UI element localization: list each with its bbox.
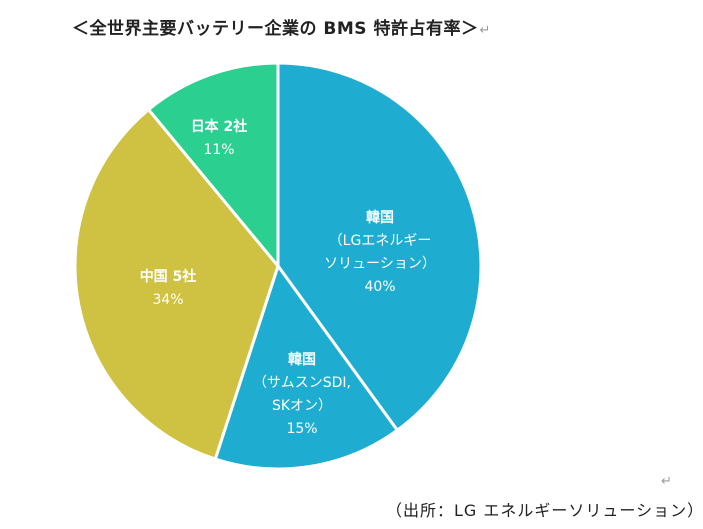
slice-detail-label: （LGエネルギー bbox=[329, 233, 432, 249]
slice-value-label: 34% bbox=[152, 292, 183, 308]
source-text: （出所：LG エネルギーソリューション） bbox=[386, 501, 703, 520]
chart-title: ＜全世界主要バッテリー企業の BMS 特許占有率＞↵ bbox=[72, 14, 491, 39]
slice-name-label: 日本 2社 bbox=[191, 118, 248, 135]
paragraph-mark: ↵ bbox=[479, 23, 491, 38]
slice-detail-label: （サムスンSDI, bbox=[253, 375, 351, 391]
slice-name-label: 韓国 bbox=[366, 209, 394, 226]
slice-value-label: 11% bbox=[203, 142, 234, 158]
slice-name-label: 中国 5社 bbox=[140, 268, 197, 285]
chart-title-text: ＜全世界主要バッテリー企業の BMS 特許占有率＞ bbox=[72, 19, 479, 39]
slice-value-label: 40% bbox=[364, 279, 395, 295]
pie-slices bbox=[73, 61, 483, 471]
source-note: （出所：LG エネルギーソリューション）↵ bbox=[386, 497, 703, 521]
pie-slice bbox=[147, 61, 280, 268]
pie-slice bbox=[276, 61, 483, 432]
slice-detail-label: SKオン） bbox=[272, 398, 332, 414]
slice-detail-label: ソリューション） bbox=[324, 256, 436, 272]
slice-name-label: 韓国 bbox=[288, 351, 316, 368]
slice-value-label: 15% bbox=[286, 421, 317, 437]
pie-slice bbox=[213, 264, 399, 471]
paragraph-mark: ↵ bbox=[661, 474, 672, 489]
pie-slice bbox=[73, 108, 280, 461]
